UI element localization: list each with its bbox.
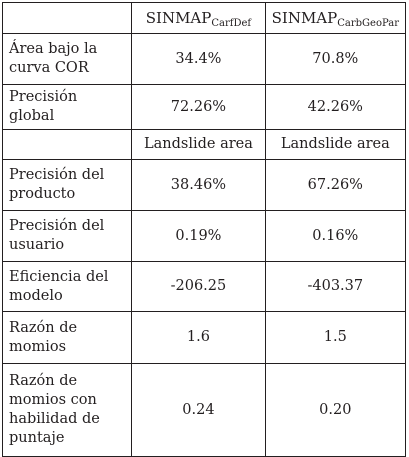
table-row: Precisión global 72.26% 42.26% [1, 84, 407, 130]
row-value-col1: 0.24 [131, 363, 266, 457]
header-col2-main: SINMAP [271, 8, 338, 27]
header-col1-main: SINMAP [145, 8, 212, 27]
table-row: Razón de momios 1.6 1.5 [1, 311, 407, 364]
row-value-col1: 38.46% [131, 159, 266, 211]
header-col1-sub: CarfDef [211, 17, 252, 29]
row-label: Razón de momios [1, 311, 133, 364]
table-row: Precisión del producto 38.46% 67.26% [1, 159, 407, 211]
table-row: Precisión del usuario 0.19% 0.16% [1, 210, 407, 262]
header-col2-sub: CarbGeoPar [337, 17, 399, 29]
row-value-col2: Landslide area [264, 129, 407, 160]
row-label: Precisión global [1, 84, 133, 130]
row-value-col1: 34.4% [131, 33, 266, 85]
row-label: Precisión del producto [1, 159, 133, 211]
table-row: Landslide area Landslide area [1, 129, 407, 160]
row-label: Eficiencia del modelo [1, 261, 133, 312]
row-value-col1: 72.26% [131, 84, 266, 130]
header-col1: SINMAPCarfDef [131, 2, 266, 34]
header-empty-cell [1, 2, 133, 34]
row-label: Precisión del usuario [1, 210, 133, 262]
row-label [1, 129, 133, 160]
row-value-col1: -206.25 [131, 261, 266, 312]
table-row: Razón de momios con habilidad de puntaje… [1, 363, 407, 457]
row-label: Razón de momios con habilidad de puntaje [1, 363, 133, 457]
table-row: Eficiencia del modelo -206.25 -403.37 [1, 261, 407, 312]
row-label: Área bajo la curva COR [1, 33, 133, 85]
row-value-col2: 42.26% [264, 84, 407, 130]
row-value-col1: 0.19% [131, 210, 266, 262]
row-value-col2: 70.8% [264, 33, 407, 85]
row-value-col2: 1.5 [264, 311, 407, 364]
row-value-col1: 1.6 [131, 311, 266, 364]
row-value-col1: Landslide area [131, 129, 266, 160]
row-value-col2: -403.37 [264, 261, 407, 312]
row-value-col2: 0.16% [264, 210, 407, 262]
row-value-col2: 0.20 [264, 363, 407, 457]
table-row: Área bajo la curva COR 34.4% 70.8% [1, 33, 407, 85]
row-value-col2: 67.26% [264, 159, 407, 211]
header-row: SINMAPCarfDef SINMAPCarbGeoPar [1, 2, 407, 34]
header-col2: SINMAPCarbGeoPar [264, 2, 407, 34]
